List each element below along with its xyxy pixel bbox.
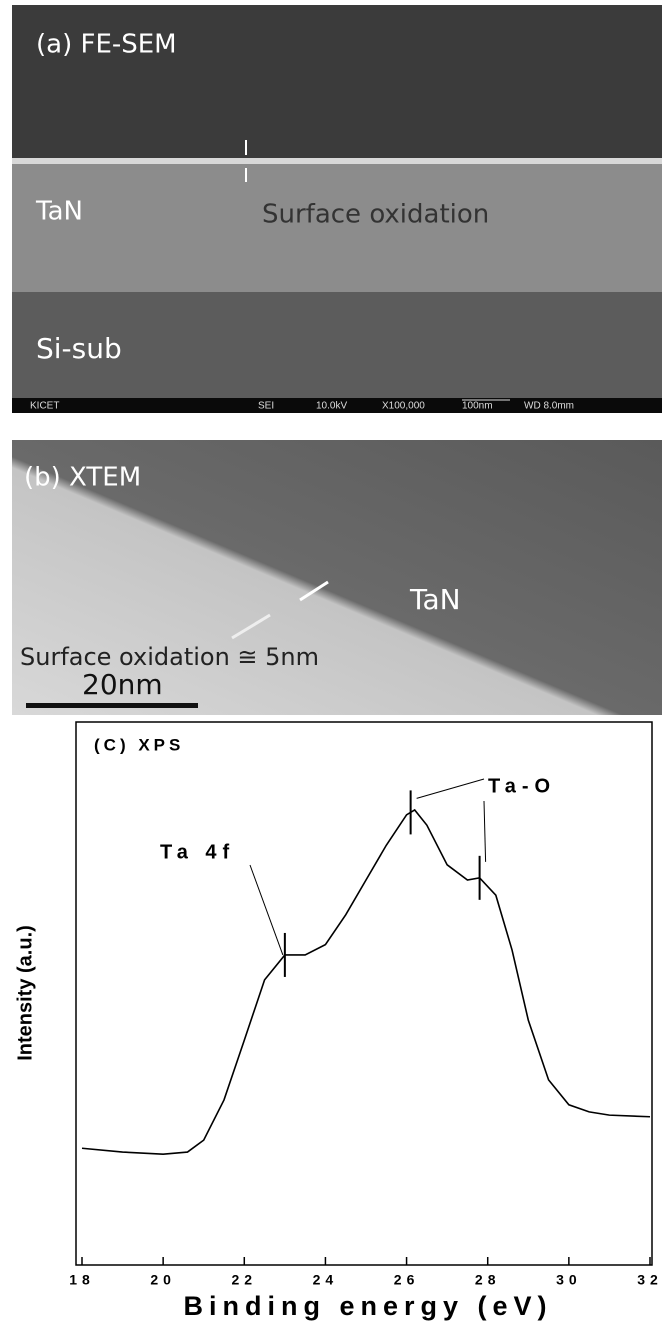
footer-text: SEI (258, 401, 274, 412)
plot-frame (76, 722, 652, 1265)
x-tick-label: 26 (394, 1272, 420, 1288)
panel-label: (b) XTEM (24, 463, 141, 493)
x-tick-label: 30 (556, 1272, 582, 1288)
x-tick-label: 18 (69, 1272, 95, 1288)
annotation: Surface oxidation (262, 200, 489, 230)
panel-b: (b) XTEM TaN Surface oxidation ≅ 5nm 20n… (12, 440, 662, 785)
chart-title: (C) XPS (94, 735, 184, 754)
figure: (a) FE-SEM TaN Surface oxidation Si-sub … (0, 0, 662, 1328)
x-tick-label: 28 (475, 1272, 501, 1288)
panel-label: (a) FE-SEM (36, 30, 177, 60)
pointer (250, 865, 283, 955)
pointer (484, 801, 486, 862)
scale-bar (26, 703, 198, 708)
annotation: Surface oxidation ≅ 5nm (20, 643, 319, 671)
layer-label: Si-sub (36, 332, 122, 365)
footer-text: WD 8.0mm (524, 401, 574, 412)
layer-label: TaN (35, 197, 83, 227)
footer-text: 10.0kV (316, 401, 347, 412)
panel-a: (a) FE-SEM TaN Surface oxidation Si-sub … (12, 5, 662, 413)
panel-c: (C) XPS Intensity (a.u.) Binding energy … (14, 722, 662, 1321)
peak-label: Ta-O (488, 775, 556, 797)
arrow (300, 755, 330, 785)
x-tick-label: 22 (231, 1272, 257, 1288)
x-tick-label: 32 (637, 1272, 662, 1288)
pointer (417, 779, 484, 798)
y-axis-title: Intensity (a.u.) (14, 925, 36, 1061)
x-axis-title: Binding energy (eV) (183, 1291, 552, 1321)
footer-text: KICET (30, 401, 59, 412)
peak-label: Ta 4f (160, 841, 235, 863)
footer-text: X100,000 (382, 401, 425, 412)
scale-bar-label: 20nm (82, 668, 163, 701)
oxide-layer (12, 158, 662, 164)
layer-label: TaN (409, 583, 461, 616)
footer-text: 100nm (462, 401, 493, 412)
x-tick-label: 24 (313, 1272, 339, 1288)
x-tick-label: 20 (150, 1272, 176, 1288)
